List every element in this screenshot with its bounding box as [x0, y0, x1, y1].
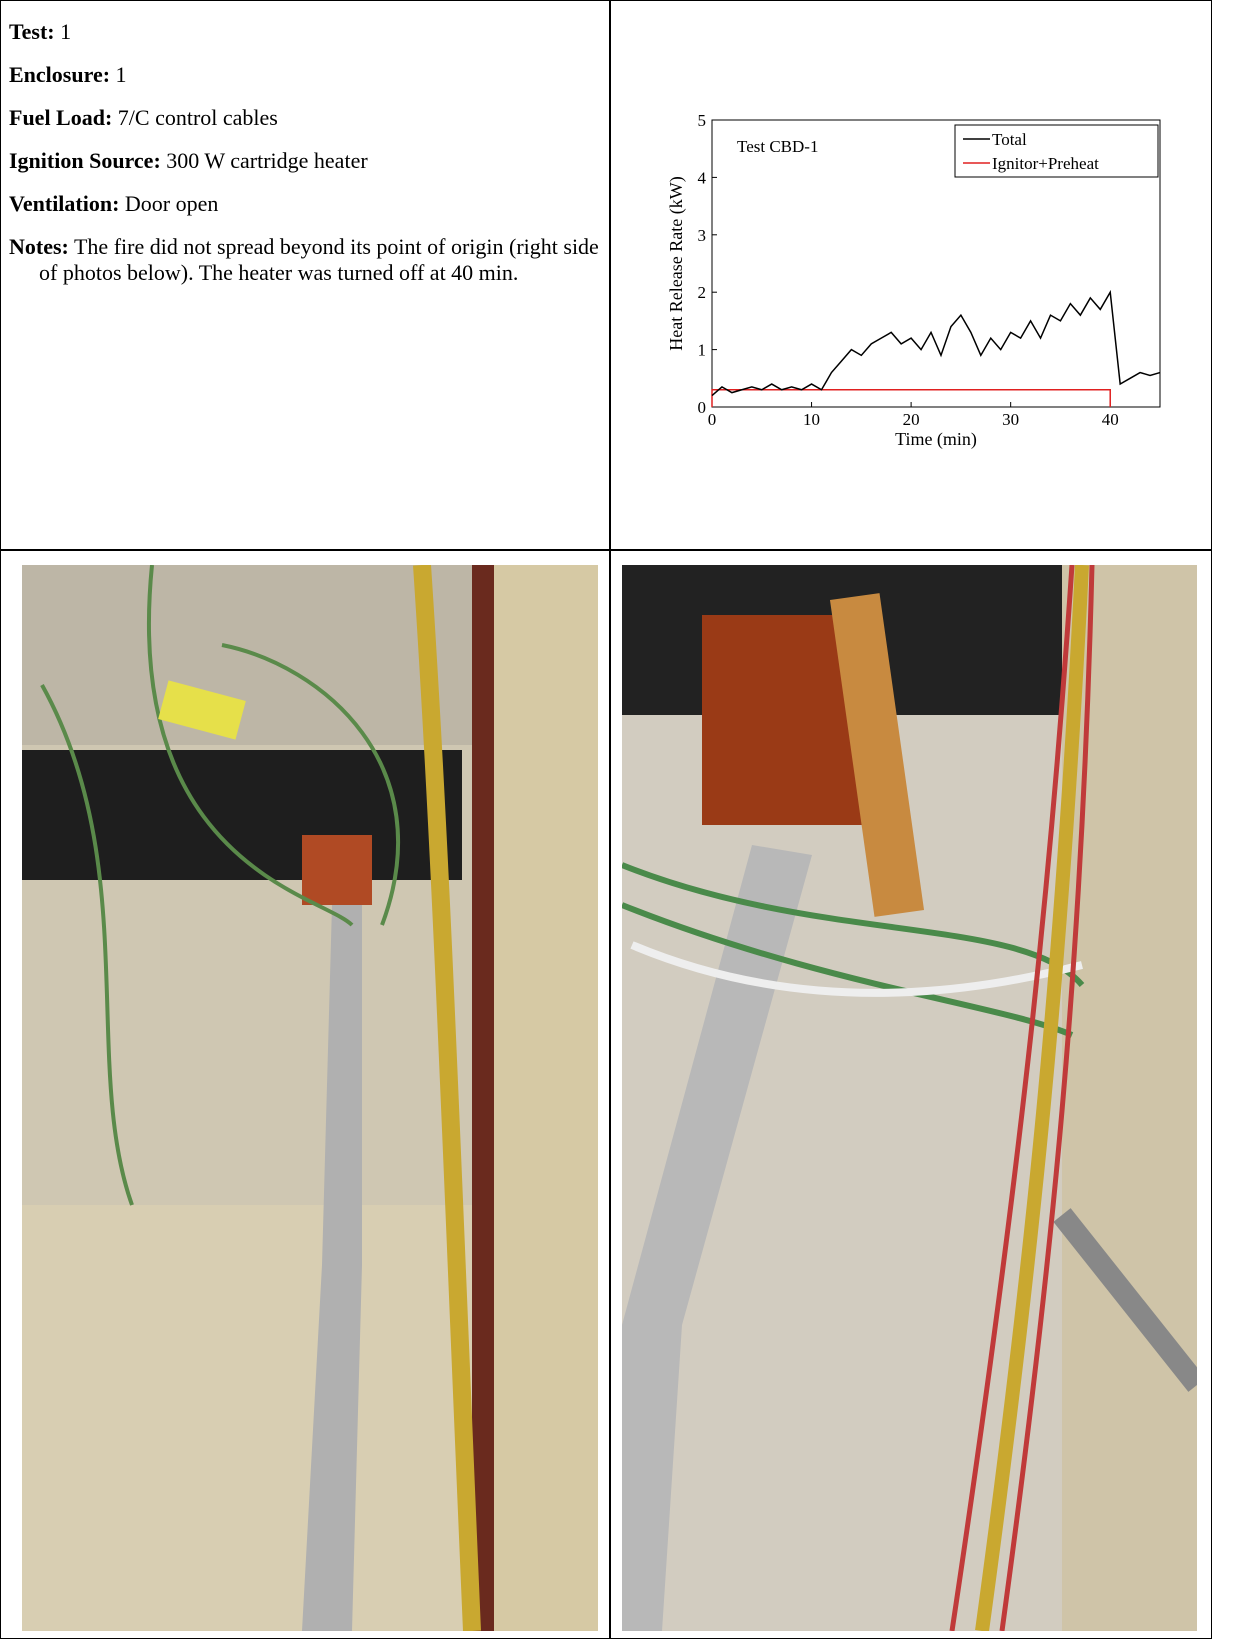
- field-label: Ignition Source:: [9, 148, 161, 173]
- field-label: Fuel Load:: [9, 105, 112, 130]
- field-value: The fire did not spread beyond its point…: [39, 234, 599, 285]
- field-value: 1: [116, 62, 127, 87]
- x-tick-label: 10: [803, 410, 820, 429]
- y-tick-label: 4: [698, 168, 707, 187]
- y-tick-label: 2: [698, 283, 707, 302]
- y-tick-label: 5: [698, 111, 707, 130]
- field: Enclosure: 1: [9, 62, 600, 88]
- annotation: Test CBD-1: [737, 137, 818, 156]
- field: Test: 1: [9, 19, 600, 45]
- x-tick-label: 0: [708, 410, 717, 429]
- field: Ventilation: Door open: [9, 191, 600, 217]
- field-label: Notes:: [9, 234, 69, 259]
- legend-label: Total: [992, 130, 1027, 149]
- chart: 0 10 20 30 40 0 1 2 3 4 5 Time (min) Heat Release Ra…: [640, 90, 1180, 480]
- y-axis-label: Heat Release Rate (kW): [666, 176, 687, 350]
- photo-left: [22, 565, 598, 1631]
- field: Ignition Source: 300 W cartridge heater: [9, 148, 600, 174]
- field-label: Enclosure:: [9, 62, 110, 87]
- x-tick-label: 20: [903, 410, 920, 429]
- field: Notes: The fire did not spread beyond it…: [9, 234, 600, 286]
- legend-label: Ignitor+Preheat: [992, 154, 1099, 173]
- x-tick-label: 40: [1102, 410, 1119, 429]
- y-tick-label: 3: [698, 226, 707, 245]
- field-value: 300 W cartridge heater: [166, 148, 367, 173]
- field-value: 1: [60, 19, 71, 44]
- y-tick-label: 1: [698, 341, 707, 360]
- field-value: Door open: [125, 191, 218, 216]
- x-axis-label: Time (min): [895, 429, 977, 450]
- y-tick-label: 0: [698, 398, 707, 417]
- field-label: Ventilation:: [9, 191, 119, 216]
- field: Fuel Load: 7/C control cables: [9, 105, 600, 131]
- photo-right: [622, 565, 1197, 1631]
- field-label: Test:: [9, 19, 55, 44]
- x-tick-label: 30: [1002, 410, 1019, 429]
- field-value: 7/C control cables: [118, 105, 278, 130]
- page: Test: 1Enclosure: 1Fuel Load: 7/C contro…: [0, 0, 1253, 1631]
